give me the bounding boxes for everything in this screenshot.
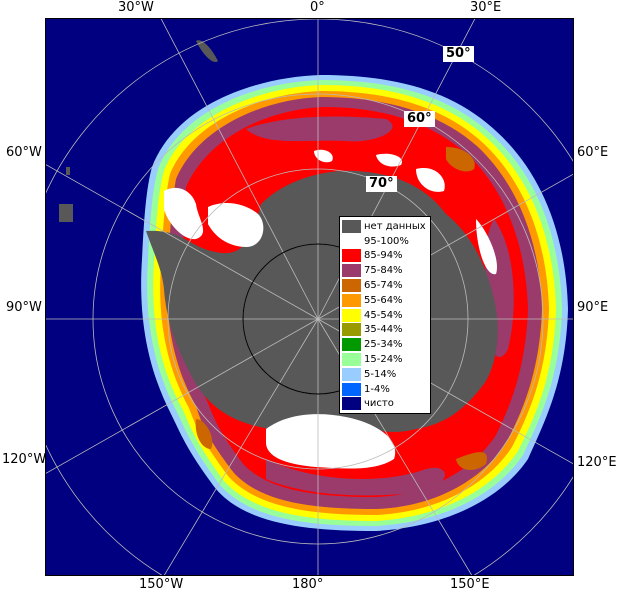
ice-patch-95-100-east-2 [476, 219, 497, 275]
ice-patch-95-100-weddell-2 [208, 203, 264, 247]
legend-item: 15-24% [342, 352, 428, 367]
lon-label-90e: 90°E [577, 300, 609, 315]
lon-label-120e: 120°E [577, 455, 617, 470]
legend-swatch [342, 367, 361, 381]
legend-label: 1-4% [364, 383, 390, 395]
legend-label: 35-44% [364, 324, 403, 336]
legend-swatch [342, 219, 361, 233]
island-speck [66, 167, 70, 175]
legend-label: нет данных [364, 220, 426, 232]
legend-item: 95-100% [342, 234, 428, 249]
legend-label: 75-84% [364, 265, 403, 277]
lon-label-150w: 150°W [139, 577, 184, 592]
lat-label-70: 70° [366, 176, 397, 192]
legend-swatch [342, 382, 361, 396]
legend-label: 15-24% [364, 354, 403, 366]
ice-patch-75-84-north [246, 116, 393, 142]
lat-label-60: 60° [404, 111, 435, 127]
ice-patch-95-100-east [416, 168, 445, 192]
legend-swatch [342, 397, 361, 411]
legend-swatch [342, 308, 361, 322]
legend-label: 95-100% [364, 235, 409, 247]
legend-swatch [342, 279, 361, 293]
legend-item: нет данных [342, 219, 428, 234]
meridian-30w [160, 19, 319, 320]
ice-patch-65-74-southeast [456, 452, 487, 471]
legend-swatch [342, 249, 361, 263]
map-canvas [46, 19, 573, 575]
ice-patch-95-100-north-2 [376, 153, 402, 167]
lon-label-30e: 30°E [470, 0, 502, 15]
lon-label-60w: 60°W [6, 145, 42, 160]
ice-patch-95-100-weddell [164, 187, 204, 240]
legend-item: 65-74% [342, 278, 428, 293]
legend-swatch [342, 323, 361, 337]
legend-swatch [342, 293, 361, 307]
legend-item: 55-64% [342, 293, 428, 308]
ice-patch-75-84-south [266, 459, 445, 496]
lon-label-180: 180° [292, 577, 324, 592]
legend-label: 55-64% [364, 294, 403, 306]
lon-label-60e: 60°E [577, 145, 609, 160]
legend-label: 45-54% [364, 309, 403, 321]
legend-swatch [342, 353, 361, 367]
island-speck [59, 204, 73, 222]
meridian-120w [46, 318, 319, 474]
legend-swatch [342, 264, 361, 278]
legend-label: 85-94% [364, 250, 403, 262]
meridian-60w [46, 164, 319, 320]
lat-label-50: 50° [443, 46, 474, 62]
legend-item: 1-4% [342, 382, 428, 397]
ice-patch-65-74-east [446, 147, 475, 172]
legend-label: 25-34% [364, 339, 403, 351]
legend-item: 75-84% [342, 263, 428, 278]
legend-label: чисто [364, 398, 394, 410]
ice-concentration-map: 50° 60° 70° [45, 18, 574, 576]
legend-swatch [342, 234, 361, 248]
legend-swatch [342, 338, 361, 352]
lon-label-30w: 30°W [118, 0, 154, 15]
ice-patch-95-100-ross [266, 414, 396, 469]
legend-item: 5-14% [342, 367, 428, 382]
ice-patch-95-100-north [314, 149, 333, 163]
legend-item: чисто [342, 397, 428, 412]
lon-label-0: 0° [310, 0, 325, 15]
island-speck [196, 40, 218, 63]
meridian-150w [163, 318, 319, 575]
lon-label-120w: 120°W [2, 452, 47, 467]
legend-label: 5-14% [364, 368, 397, 380]
legend-item: 35-44% [342, 323, 428, 338]
legend-label: 65-74% [364, 280, 403, 292]
legend-item: 45-54% [342, 308, 428, 323]
legend-item: 85-94% [342, 249, 428, 264]
legend-item: 25-34% [342, 337, 428, 352]
legend: нет данных 95-100% 85-94% 75-84% 65-74% 55-64… [339, 216, 431, 415]
lon-label-90w: 90°W [6, 300, 42, 315]
lon-label-150e: 150°E [450, 577, 490, 592]
ice-patch-65-74-southwest [195, 419, 213, 449]
